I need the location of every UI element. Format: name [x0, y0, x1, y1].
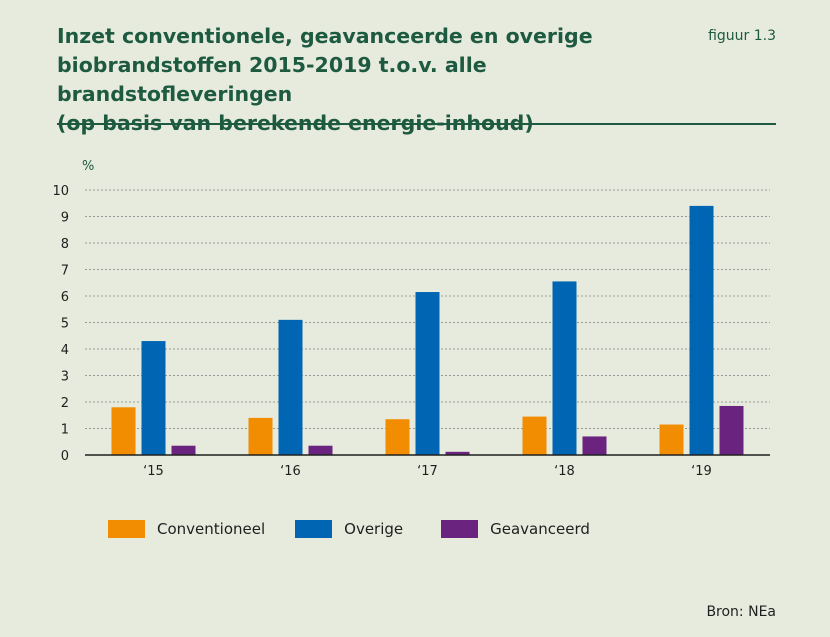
- legend: Conventioneel Overige Geavanceerd: [108, 520, 590, 538]
- x-tick-label: ‘16: [280, 464, 301, 479]
- bar-overige: [689, 205, 714, 455]
- y-tick-label: 4: [61, 343, 69, 358]
- bar-overige: [552, 281, 577, 455]
- x-tick-label: ‘17: [417, 464, 438, 479]
- bar-overige: [141, 341, 166, 455]
- y-tick-label: 3: [61, 370, 69, 385]
- y-tick-label: 10: [52, 184, 69, 199]
- bar-geavanceerd: [582, 436, 607, 455]
- legend-label-overige: Overige: [344, 520, 404, 538]
- y-tick-label: 5: [61, 317, 69, 332]
- bar-geavanceerd: [171, 445, 196, 455]
- y-tick-label: 8: [61, 237, 69, 252]
- y-tick-label: 0: [61, 449, 69, 464]
- x-tick-label: ‘18: [554, 464, 575, 479]
- legend-item-geavanceerd: Geavanceerd: [441, 520, 590, 538]
- legend-label-conventioneel: Conventioneel: [157, 520, 266, 538]
- title-line-1: Inzet conventionele, geavanceerde en ove…: [57, 24, 593, 48]
- bar-geavanceerd: [719, 405, 744, 455]
- bar-overige: [278, 319, 303, 455]
- x-tick-label: ‘15: [143, 464, 164, 479]
- source-note: Bron: NEa: [706, 604, 776, 620]
- bar-geavanceerd: [445, 451, 470, 455]
- y-tick-label: 1: [61, 423, 69, 438]
- legend-item-conventioneel: Conventioneel: [108, 520, 265, 538]
- title: Inzet conventionele, geavanceerde en ove…: [57, 22, 677, 138]
- bar-geavanceerd: [308, 445, 333, 455]
- bar-conventioneel: [659, 424, 684, 455]
- bar-chart: % 0 1 2 3 4 5 6 7 8 9 10 ‘15 ‘16 ‘17 ‘18 ‘19: [52, 159, 770, 479]
- legend-item-overige: Overige: [295, 520, 403, 538]
- legend-swatch-geavanceerd: [441, 520, 479, 538]
- bar-conventioneel: [111, 407, 136, 455]
- legend-label-geavanceerd: Geavanceerd: [490, 520, 590, 538]
- bar-conventioneel: [522, 416, 547, 455]
- y-tick-label: 9: [61, 211, 69, 226]
- bar-conventioneel: [385, 419, 410, 455]
- title-line-2: biobrandstoffen 2015-2019 t.o.v. alle br…: [57, 53, 487, 106]
- y-tick-label: 6: [61, 290, 69, 305]
- bar-conventioneel: [248, 417, 273, 455]
- title-rule: [57, 123, 776, 125]
- y-tick-label: 7: [61, 264, 69, 279]
- legend-swatch-overige: [295, 520, 333, 538]
- figure-label: figuur 1.3: [708, 28, 776, 44]
- legend-swatch-conventioneel: [108, 520, 145, 538]
- x-tick-label: ‘19: [691, 464, 712, 479]
- y-tick-label: 2: [61, 396, 69, 411]
- y-axis-unit-label: %: [82, 159, 94, 174]
- bar-overige: [415, 292, 440, 455]
